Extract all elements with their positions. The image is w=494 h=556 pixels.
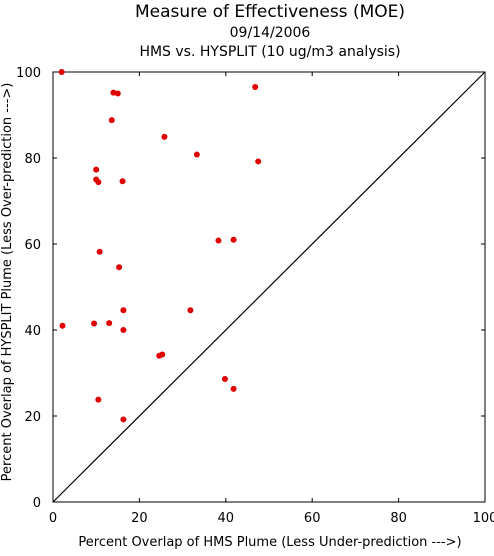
y-tick-label: 100	[16, 66, 41, 81]
y-tick-label: 20	[24, 410, 41, 425]
data-point	[116, 264, 123, 271]
y-tick-label: 80	[24, 152, 41, 167]
x-tick-label: 80	[390, 511, 407, 526]
data-point	[221, 376, 228, 383]
plot-frame	[52, 71, 486, 503]
data-point	[161, 133, 168, 140]
x-axis-label: Percent Overlap of HMS Plume (Less Under…	[78, 535, 461, 550]
data-point	[230, 385, 237, 392]
data-point	[93, 166, 100, 173]
data-point	[106, 320, 113, 327]
y-axis-label: Percent Overlap of HYSPLIT Plume (Less O…	[0, 83, 15, 482]
data-point	[91, 320, 98, 327]
x-tick-label: 100	[473, 511, 494, 526]
y-tick-label: 60	[24, 238, 41, 253]
x-tick-label: 60	[304, 511, 321, 526]
data-point	[95, 396, 102, 403]
data-point	[230, 236, 237, 243]
data-point	[96, 248, 103, 255]
reference-diagonal-line	[52, 71, 486, 503]
data-point	[114, 90, 121, 97]
data-point	[59, 322, 66, 329]
data-point	[215, 237, 222, 244]
data-point	[120, 327, 127, 333]
data-point	[252, 84, 259, 91]
y-tick-label: 40	[24, 324, 41, 339]
data-point	[120, 307, 127, 314]
data-point	[159, 351, 166, 358]
chart-title: Measure of Effectiveness (MOE)	[135, 2, 405, 22]
y-tick-label: 0	[33, 496, 41, 511]
data-point	[108, 117, 115, 124]
chart-analysis: HMS vs. HYSPLIT (10 ug/m3 analysis)	[139, 44, 400, 60]
data-point	[119, 178, 126, 185]
x-tick-label: 0	[49, 511, 57, 526]
chart-date: 09/14/2006	[230, 25, 311, 41]
data-point	[58, 69, 65, 75]
x-tick-label: 20	[131, 511, 148, 526]
x-tick-label: 40	[218, 511, 235, 526]
data-point	[187, 307, 194, 314]
data-point	[255, 158, 262, 165]
data-point	[95, 179, 102, 186]
data-point	[120, 416, 127, 423]
plot-area: 0 20 40 60 80 100 0 20 40 60 80 100	[16, 66, 494, 526]
data-point	[193, 151, 200, 158]
